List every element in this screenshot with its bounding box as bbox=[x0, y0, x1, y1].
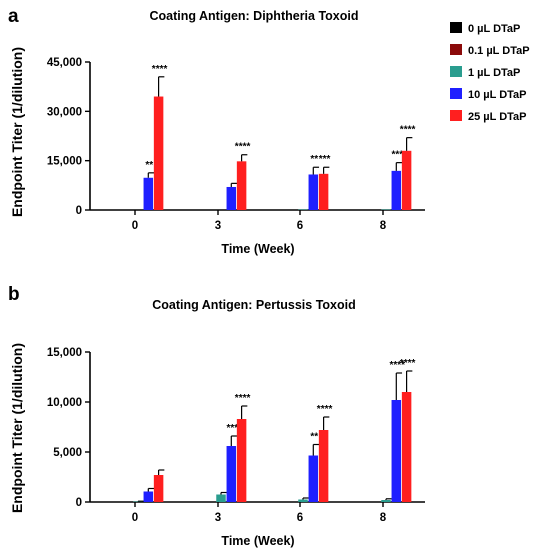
legend-swatch bbox=[450, 22, 462, 33]
x-tick-label: 0 bbox=[132, 512, 138, 524]
bar bbox=[236, 419, 247, 502]
bar bbox=[308, 455, 319, 502]
bar bbox=[381, 500, 391, 502]
legend-label: 10 µL DTaP bbox=[468, 89, 527, 101]
x-tick-label: 0 bbox=[132, 220, 138, 232]
significance-label: **** bbox=[317, 404, 333, 415]
bar bbox=[226, 446, 237, 502]
panel-b-label: b bbox=[8, 284, 20, 305]
bar bbox=[143, 491, 154, 502]
significance-label: **** bbox=[235, 393, 251, 404]
y-tick-label: 30,000 bbox=[47, 106, 82, 118]
bar bbox=[318, 173, 329, 210]
bar bbox=[391, 400, 402, 502]
bar bbox=[236, 161, 247, 210]
legend-swatch bbox=[450, 44, 462, 55]
significance-label: **** bbox=[390, 360, 406, 371]
bar bbox=[401, 150, 412, 210]
panel-a: a Coating Antigen: Diphtheria Toxoid End… bbox=[8, 6, 425, 256]
bar bbox=[318, 430, 329, 502]
panel-b-ylabel: Endpoint Titer (1/dilution) bbox=[9, 343, 25, 513]
bar bbox=[401, 392, 412, 502]
x-tick-label: 8 bbox=[380, 512, 387, 524]
y-tick-label: 45,000 bbox=[47, 57, 82, 69]
significance-label: **** bbox=[235, 142, 251, 153]
y-tick-label: 15,000 bbox=[47, 347, 82, 359]
bar bbox=[143, 177, 154, 210]
panel-a-title: Coating Antigen: Diphtheria Toxoid bbox=[149, 9, 358, 23]
panel-b-title: Coating Antigen: Pertussis Toxoid bbox=[152, 298, 355, 312]
legend: 0 µL DTaP 0.1 µL DTaP 1 µL DTaP 10 µL DTaP 2… bbox=[450, 22, 530, 123]
bar bbox=[308, 174, 319, 210]
significance-label: ** bbox=[310, 432, 318, 443]
x-tick-label: 8 bbox=[380, 220, 387, 232]
legend-swatch bbox=[450, 66, 462, 77]
panel-a-ylabel: Endpoint Titer (1/dilution) bbox=[9, 47, 25, 217]
bar bbox=[216, 494, 226, 502]
panel-a-label: a bbox=[8, 6, 19, 27]
x-tick-label: 6 bbox=[297, 512, 303, 524]
y-tick-label: 15,000 bbox=[47, 156, 82, 168]
legend-label: 25 µL DTaP bbox=[468, 111, 527, 123]
significance-label: *** bbox=[319, 154, 331, 165]
significance-label: *** bbox=[391, 150, 403, 161]
significance-label: **** bbox=[400, 125, 416, 136]
y-tick-label: 5,000 bbox=[53, 447, 82, 459]
bar bbox=[226, 186, 237, 210]
y-tick-label: 0 bbox=[76, 205, 82, 217]
x-tick-label: 3 bbox=[215, 512, 221, 524]
panel-b-xlabel: Time (Week) bbox=[221, 534, 294, 548]
significance-label: ** bbox=[310, 154, 318, 165]
significance-label: **** bbox=[152, 64, 168, 75]
y-tick-label: 0 bbox=[76, 497, 82, 509]
significance-label: *** bbox=[226, 423, 238, 434]
legend-label: 0.1 µL DTaP bbox=[468, 45, 530, 57]
legend-label: 1 µL DTaP bbox=[468, 67, 520, 79]
bar bbox=[298, 499, 308, 502]
bar bbox=[391, 170, 402, 210]
panel-a-xlabel: Time (Week) bbox=[221, 242, 294, 256]
bar bbox=[153, 475, 164, 502]
bar bbox=[153, 96, 164, 210]
panel-b: b Coating Antigen: Pertussis Toxoid Endp… bbox=[8, 284, 425, 548]
y-tick-label: 10,000 bbox=[47, 397, 82, 409]
significance-label: ** bbox=[145, 160, 153, 171]
legend-swatch bbox=[450, 88, 462, 99]
x-tick-label: 3 bbox=[215, 220, 221, 232]
x-tick-label: 6 bbox=[297, 220, 303, 232]
legend-swatch bbox=[450, 110, 462, 121]
significance-label: **** bbox=[400, 358, 416, 369]
legend-label: 0 µL DTaP bbox=[468, 23, 520, 35]
